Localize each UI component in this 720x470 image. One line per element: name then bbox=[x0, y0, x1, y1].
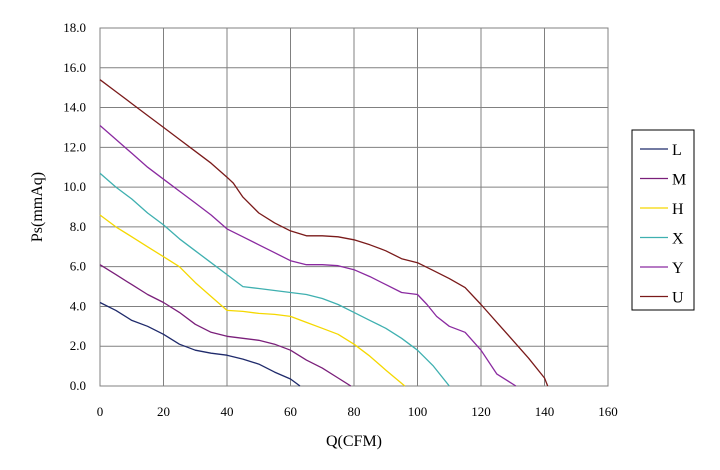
y-tick-label: 12.0 bbox=[63, 139, 86, 154]
y-axis-title: Ps(mmAq) bbox=[29, 172, 46, 242]
series-line-x bbox=[99, 172, 450, 387]
y-tick-label: 6.0 bbox=[70, 259, 86, 274]
legend-box bbox=[631, 129, 695, 311]
y-tick-labels: 0.0 2.0 4.0 6.0 8.0 10.0 12.0 14.0 16.0 18.0 bbox=[63, 20, 86, 393]
series-line-m bbox=[99, 264, 352, 387]
y-tick-label: 10.0 bbox=[63, 179, 86, 194]
legend-label-h: H bbox=[672, 201, 684, 218]
y-tick-label: 2.0 bbox=[70, 338, 86, 353]
x-tick-label: 140 bbox=[535, 404, 555, 419]
legend-label-x: X bbox=[672, 231, 684, 248]
x-tick-label: 80 bbox=[348, 404, 361, 419]
x-tick-label: 40 bbox=[221, 404, 234, 419]
y-tick-label: 18.0 bbox=[63, 20, 86, 35]
x-tick-label: 0 bbox=[97, 404, 104, 419]
y-tick-label: 8.0 bbox=[70, 219, 86, 234]
y-tick-label: 4.0 bbox=[70, 298, 86, 313]
y-tick-label: 0.0 bbox=[70, 378, 86, 393]
y-tick-label: 14.0 bbox=[63, 100, 86, 115]
x-tick-label: 100 bbox=[408, 404, 428, 419]
x-axis-title: Q(CFM) bbox=[326, 433, 382, 450]
series-lines bbox=[99, 79, 549, 387]
series-line-y bbox=[99, 125, 517, 387]
x-tick-label: 20 bbox=[157, 404, 170, 419]
x-tick-label: 120 bbox=[471, 404, 491, 419]
x-tick-label: 160 bbox=[598, 404, 618, 419]
y-tick-label: 16.0 bbox=[63, 60, 86, 75]
legend-label-u: U bbox=[672, 290, 684, 307]
legend-label-y: Y bbox=[672, 260, 684, 277]
legend-label-l: L bbox=[672, 142, 682, 159]
series-line-l bbox=[99, 301, 301, 387]
x-tick-labels: 0 20 40 60 80 100 120 140 160 bbox=[97, 404, 618, 419]
series-line-u bbox=[99, 79, 549, 387]
legend-label-m: M bbox=[672, 172, 686, 189]
x-tick-label: 60 bbox=[284, 404, 297, 419]
series-line-h bbox=[99, 214, 406, 387]
